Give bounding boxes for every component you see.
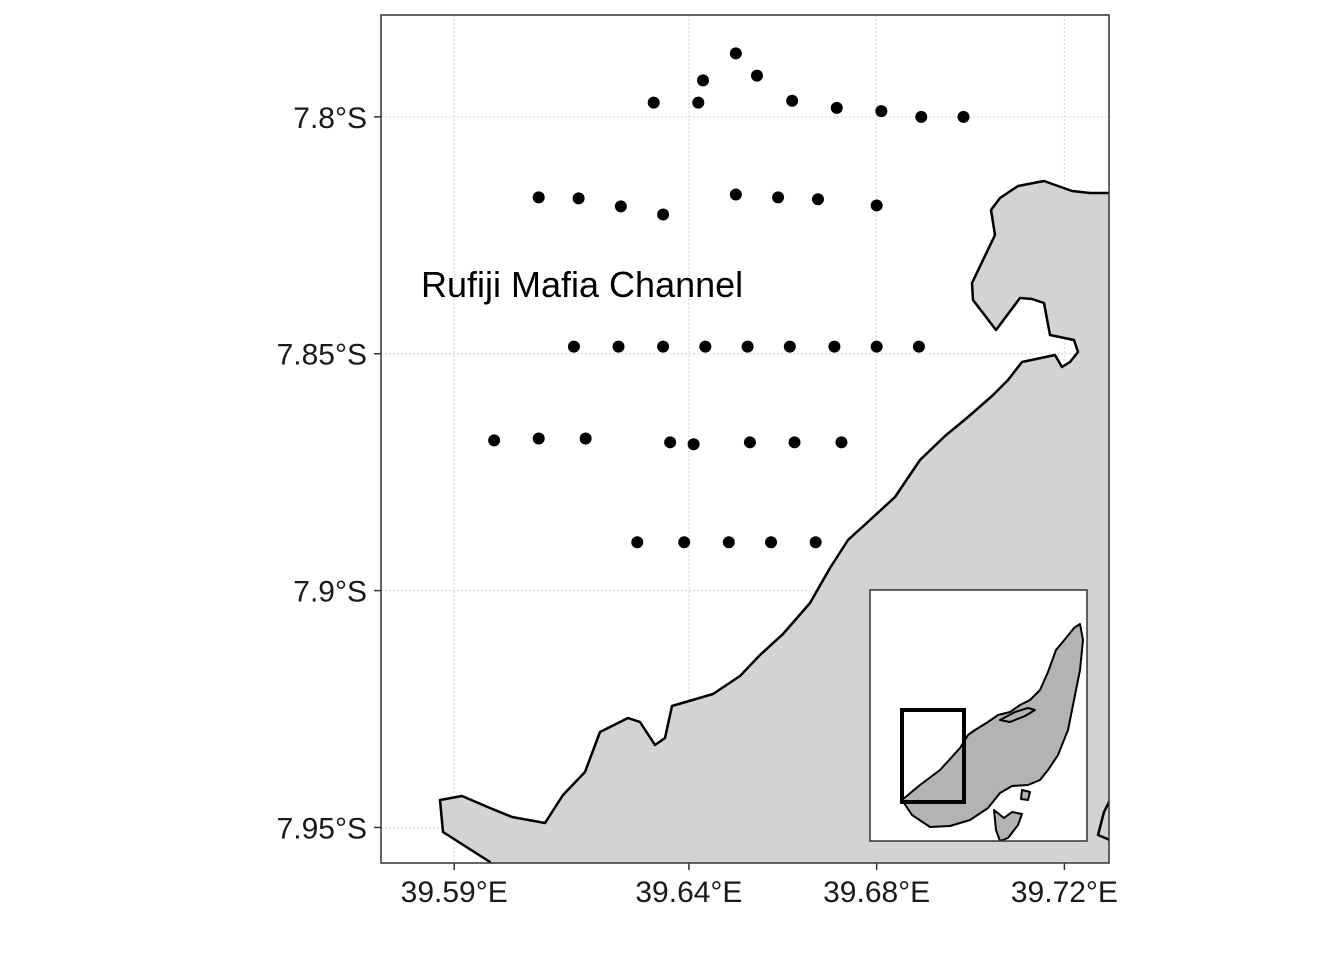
sampling-station-point-9	[957, 110, 970, 123]
x-tick-label-2: 39.68°E	[823, 876, 930, 909]
sampling-station-point-28	[532, 432, 545, 445]
sampling-stations	[488, 47, 970, 549]
x-tick-label-1: 39.64°E	[635, 876, 742, 909]
inset-island-small	[1020, 789, 1031, 801]
y-tick-label-2: 7.9°S	[293, 576, 367, 609]
y-tick-label-0: 7.8°S	[293, 102, 367, 135]
sampling-station-point-29	[579, 432, 592, 445]
place-label: Rufiji Mafia Channel	[421, 264, 743, 305]
sampling-station-point-26	[912, 340, 925, 353]
inset-locator-map	[869, 589, 1088, 842]
sampling-station-point-17	[870, 199, 883, 212]
inset-island-south	[993, 809, 1023, 841]
sampling-station-point-13	[657, 208, 670, 221]
sampling-station-point-6	[830, 101, 843, 114]
sampling-station-point-1	[696, 74, 709, 87]
sampling-station-point-24	[828, 340, 841, 353]
y-tick-label-3: 7.95°S	[277, 812, 367, 845]
sampling-station-point-37	[722, 536, 735, 549]
inset-mafia-land	[901, 623, 1084, 828]
sampling-station-point-2	[750, 69, 763, 82]
x-axis: 39.59°E 39.64°E 39.68°E 39.72°E	[401, 863, 1118, 909]
x-tick-label-3: 39.72°E	[1011, 876, 1118, 909]
sampling-station-point-25	[870, 340, 883, 353]
x-tick-label-0: 39.59°E	[401, 876, 508, 909]
map-panel-border	[380, 14, 1110, 864]
mainland-coast-southeast	[1096, 799, 1109, 841]
sampling-station-point-12	[614, 200, 627, 213]
sampling-station-point-36	[678, 536, 691, 549]
sampling-station-point-4	[692, 96, 705, 109]
sampling-station-point-34	[835, 436, 848, 449]
y-tick-label-1: 7.85°S	[277, 339, 367, 372]
sampling-station-point-32	[743, 436, 756, 449]
sampling-station-point-39	[809, 536, 822, 549]
sampling-station-point-5	[786, 94, 799, 107]
sampling-station-point-16	[811, 193, 824, 206]
inset-islet-north	[999, 707, 1036, 723]
sampling-station-point-15	[772, 191, 785, 204]
sampling-station-point-8	[915, 110, 928, 123]
sampling-station-point-22	[741, 340, 754, 353]
inset-border	[869, 589, 1088, 842]
sampling-station-point-0	[729, 47, 742, 60]
sampling-station-point-10	[532, 191, 545, 204]
sampling-station-point-20	[657, 340, 670, 353]
sampling-station-point-7	[875, 105, 888, 118]
sampling-station-point-11	[572, 192, 585, 205]
sampling-station-point-33	[788, 436, 801, 449]
sampling-station-point-23	[783, 340, 796, 353]
inset-extent-box	[900, 708, 966, 804]
sampling-station-point-30	[664, 436, 677, 449]
sampling-station-point-14	[729, 188, 742, 201]
sampling-station-point-18	[567, 340, 580, 353]
sampling-station-point-38	[765, 536, 778, 549]
y-axis: 7.8°S 7.85°S 7.9°S 7.95°S	[277, 102, 381, 845]
sampling-station-point-21	[699, 340, 712, 353]
sampling-station-point-3	[647, 96, 660, 109]
sampling-station-point-19	[612, 340, 625, 353]
sampling-station-point-35	[631, 536, 644, 549]
sampling-station-point-27	[488, 434, 501, 447]
sampling-station-point-31	[687, 438, 700, 451]
